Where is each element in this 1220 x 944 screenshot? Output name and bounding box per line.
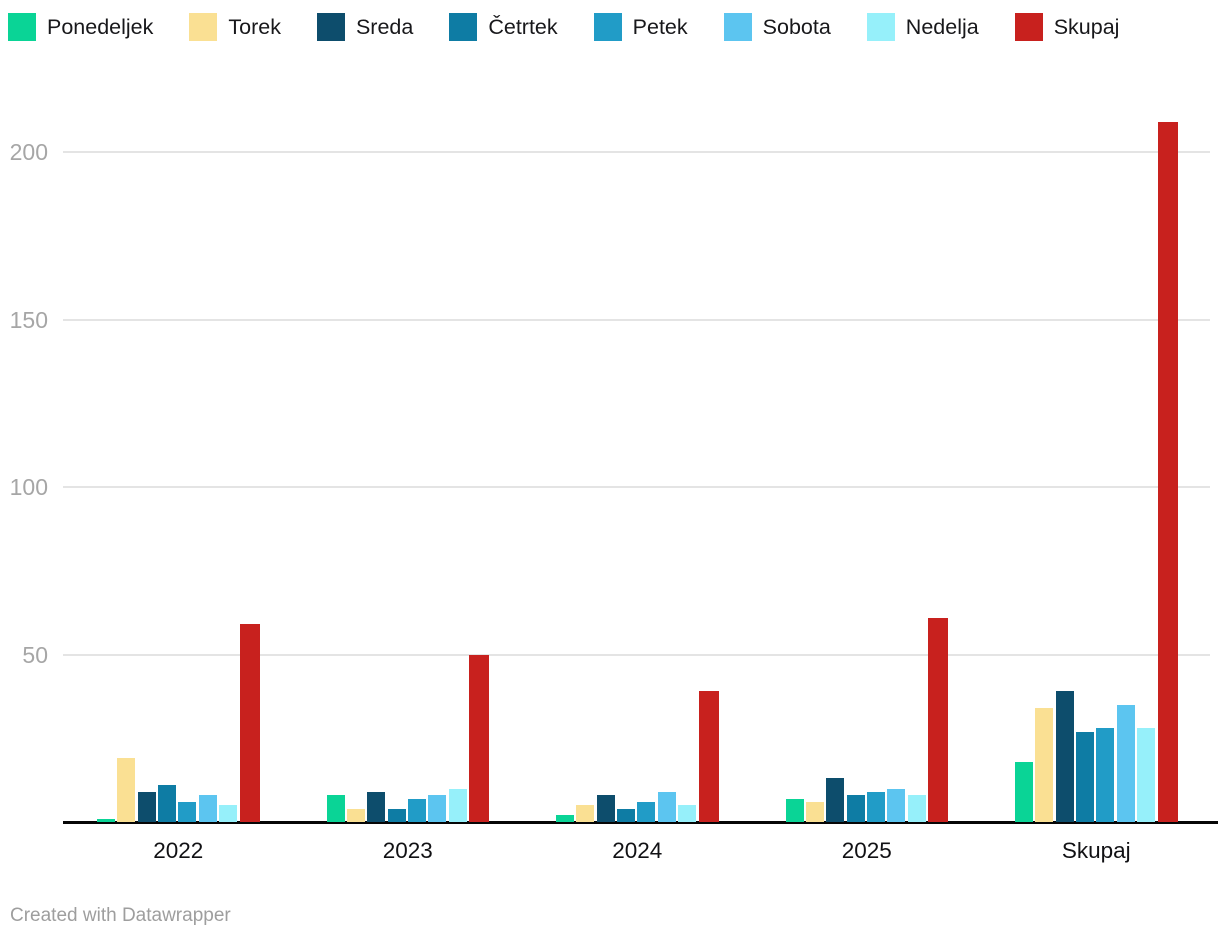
bar-petek-2024 (637, 801, 656, 822)
gridline-150 (63, 318, 1210, 321)
legend-swatch-icon (316, 13, 345, 41)
bar-sreda-2024 (596, 795, 615, 822)
legend-swatch-icon (723, 13, 752, 41)
legend-item-ponedeljek: Ponedeljek (8, 13, 153, 41)
bar--etrtek-2024 (617, 808, 636, 822)
bar-ponedeljek-2022 (97, 818, 115, 822)
bar--etrtek-2023 (387, 808, 406, 822)
bar-torek-skupaj (1035, 708, 1054, 822)
legend-item-sreda: Sreda (316, 13, 414, 41)
bar--etrtek-2025 (846, 795, 865, 822)
x-tick-label-2024: 2024 (612, 838, 663, 863)
legend-label: Sreda (355, 15, 414, 39)
x-tick-label-2022: 2022 (153, 838, 204, 863)
y-tick-label-200: 200 (9, 139, 48, 165)
bar-ponedeljek-skupaj (1015, 761, 1033, 822)
bar-nedelja-skupaj (1137, 728, 1156, 822)
bar-skupaj-2022 (239, 624, 260, 822)
x-axis-line (63, 821, 1218, 824)
legend-swatch-icon (1014, 13, 1043, 41)
legend-label: Torek (228, 15, 281, 39)
bar-ponedeljek-2025 (785, 798, 804, 822)
bar-skupaj-2024 (698, 691, 719, 822)
bar-nedelja-2024 (678, 805, 697, 822)
y-tick-label-50: 50 (22, 641, 48, 668)
bar-skupaj-2025 (928, 617, 948, 822)
bar-sobota-2023 (428, 795, 447, 822)
legend-swatch-icon (189, 13, 218, 41)
legend-item-petek: Petek (593, 13, 688, 41)
bar-sreda-2022 (137, 791, 156, 822)
bar-sreda-skupaj (1055, 691, 1074, 822)
bar-torek-2025 (805, 801, 824, 822)
bar-sreda-2025 (826, 778, 845, 822)
y-tick-label-100: 100 (9, 474, 48, 500)
bar-sobota-2025 (887, 788, 906, 822)
bar-sobota-2022 (198, 795, 217, 822)
y-tick-label-150: 150 (9, 306, 48, 333)
footer-credit: Created with Datawrapper (10, 905, 231, 926)
bar--etrtek-2022 (158, 785, 177, 822)
legend-label: Četrtek (488, 15, 558, 39)
legend-item-skupaj: Skupaj (1014, 13, 1120, 41)
bar-sobota-2024 (657, 791, 676, 822)
legend-item-torek: Torek (189, 13, 281, 41)
bar-torek-2023 (346, 808, 365, 822)
legend-swatch-icon (866, 13, 895, 41)
legend-label: Sobota (762, 15, 831, 39)
legend-item-nedelja: Nedelja (866, 13, 979, 41)
bar-ponedeljek-2024 (556, 815, 574, 822)
gridline-50 (63, 653, 1210, 656)
bar-petek-2023 (407, 798, 426, 822)
legend-label: Ponedeljek (47, 15, 154, 39)
gridline-100 (63, 486, 1210, 488)
legend-swatch-icon (449, 13, 478, 41)
gridline-200 (63, 151, 1210, 153)
bar-nedelja-2025 (907, 795, 926, 822)
bar-nedelja-2023 (448, 788, 467, 822)
legend-label: Petek (632, 15, 688, 39)
bar-sobota-skupaj (1116, 704, 1135, 822)
legend-item-sobota: Sobota (723, 13, 831, 41)
bar-skupaj-skupaj (1157, 121, 1178, 822)
x-tick-label-2023: 2023 (382, 838, 433, 863)
legend-label: Skupaj (1053, 15, 1120, 39)
legend-item--etrtek: Četrtek (449, 13, 558, 41)
bar-nedelja-2022 (219, 805, 238, 822)
legend-swatch-icon (8, 13, 36, 41)
bar-petek-2025 (866, 791, 885, 822)
bar-torek-2024 (576, 805, 595, 822)
x-tick-label-2025: 2025 (841, 838, 892, 863)
legend-label: Nedelja (905, 15, 979, 39)
bar-sreda-2023 (367, 791, 386, 822)
bar-petek-skupaj (1096, 728, 1115, 822)
legend-swatch-icon (593, 13, 622, 41)
bar-torek-2022 (117, 758, 136, 822)
chart-legend: Ponedeljek Torek Sreda Četrtek Petek Sobota Ne… (8, 13, 1119, 41)
x-tick-label-skupaj: Skupaj (1061, 838, 1131, 863)
bar--etrtek-skupaj (1076, 731, 1095, 822)
bar-skupaj-2023 (469, 654, 489, 822)
bar-ponedeljek-2023 (326, 795, 345, 822)
bar-petek-2022 (178, 801, 197, 822)
